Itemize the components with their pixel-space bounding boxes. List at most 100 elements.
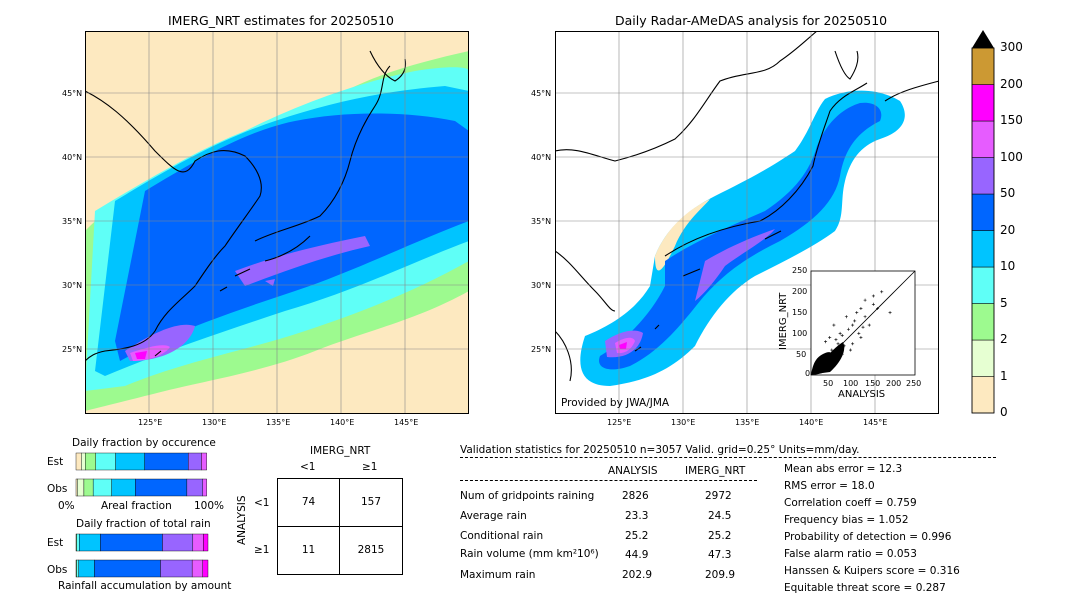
fraction-segment bbox=[78, 559, 95, 578]
scatter-point bbox=[880, 290, 884, 294]
occurrence-title: Daily fraction by occurence bbox=[72, 437, 216, 449]
left-map bbox=[85, 31, 469, 414]
right-lat-label: 45°N bbox=[531, 89, 552, 98]
colorbar-box bbox=[971, 376, 995, 414]
scatter-xlabel: ANALYSIS bbox=[838, 389, 886, 400]
fraction-segment bbox=[201, 452, 207, 471]
contingency-row-label: <1 bbox=[254, 497, 270, 509]
fraction-segment bbox=[81, 452, 86, 471]
scatter-point bbox=[846, 327, 850, 331]
scatter-xtick: 150 bbox=[865, 379, 881, 388]
fraction-segment bbox=[191, 559, 203, 578]
scatter-point bbox=[844, 315, 848, 319]
occurrence-axis-right: 100% bbox=[194, 500, 225, 512]
colorbar-tick-label: 20 bbox=[1000, 222, 1016, 237]
scatter-point bbox=[859, 306, 863, 310]
scatter-point bbox=[863, 298, 867, 302]
right-lat-label: 35°N bbox=[531, 217, 552, 226]
right-lon-label: 130°E bbox=[671, 418, 696, 427]
score: Mean abs error = 12.3 bbox=[784, 463, 903, 475]
score: RMS error = 18.0 bbox=[784, 480, 875, 492]
scatter-xtick: 0 bbox=[805, 369, 811, 378]
fraction-segment bbox=[186, 478, 203, 497]
scatter-point bbox=[888, 311, 892, 315]
stat-analysis: 23.3 bbox=[625, 510, 649, 522]
fraction-segment bbox=[160, 559, 193, 578]
right-lon-label: 125°E bbox=[607, 418, 632, 427]
contingency-cell: 157 bbox=[360, 496, 382, 508]
contingency-row-label: ≥1 bbox=[254, 544, 270, 556]
right-lat-label: 30°N bbox=[531, 281, 552, 290]
fraction-segment bbox=[79, 533, 101, 552]
stat-imerg: 25.2 bbox=[708, 530, 732, 542]
provider-credit: Provided by JWA/JMA bbox=[561, 397, 670, 409]
colorbar-tick-label: 50 bbox=[1000, 186, 1016, 200]
contingency-col-label: <1 bbox=[300, 461, 316, 473]
fraction-segment bbox=[76, 559, 79, 578]
occurrence-row-label: Obs bbox=[47, 483, 68, 495]
contingency-table: 74 157 11 2815 bbox=[277, 478, 403, 575]
fraction-segment bbox=[203, 533, 209, 552]
right-lon-label: 140°E bbox=[799, 418, 824, 427]
score: False alarm ratio = 0.053 bbox=[784, 548, 917, 560]
scatter-point bbox=[824, 340, 828, 344]
fraction-segment bbox=[144, 452, 189, 471]
colorbar-tick-label: 150 bbox=[1000, 113, 1023, 127]
right-map bbox=[555, 31, 939, 414]
scatter-point bbox=[857, 331, 861, 335]
scatter-point bbox=[861, 325, 865, 329]
scatter-ytick: 100 bbox=[792, 329, 808, 338]
scatter-xtick: 200 bbox=[886, 379, 902, 388]
scatter-inset bbox=[810, 270, 916, 376]
scatter-point bbox=[832, 323, 836, 327]
stat-analysis: 25.2 bbox=[625, 530, 649, 542]
fraction-segment bbox=[111, 478, 136, 497]
left-lon-label: 135°E bbox=[266, 418, 291, 427]
colorbar-tick-label: 2 bbox=[1000, 332, 1008, 346]
colorbar-tick-label: 10 bbox=[1000, 259, 1016, 273]
score: Probability of detection = 0.996 bbox=[784, 531, 952, 543]
score: Equitable threat score = 0.287 bbox=[784, 582, 946, 594]
scatter-point bbox=[859, 336, 863, 340]
total-bars bbox=[75, 533, 209, 578]
stat-label: Num of gridpoints raining bbox=[460, 490, 595, 502]
contingency-col-header: IMERG_NRT bbox=[310, 445, 371, 457]
right-lon-label: 145°E bbox=[863, 418, 888, 427]
colorbar-tick-label: 100 bbox=[1000, 149, 1023, 164]
fraction-segment bbox=[94, 559, 161, 578]
right-lat-label: 40°N bbox=[531, 153, 552, 162]
left-lat-label: 45°N bbox=[62, 89, 83, 98]
validation-header: Validation statistics for 20250510 n=305… bbox=[460, 444, 860, 456]
validation-divider bbox=[460, 457, 996, 458]
scatter-point bbox=[840, 333, 844, 337]
score: Frequency bias = 1.052 bbox=[784, 514, 909, 526]
validation-subdivider bbox=[460, 480, 757, 481]
scatter-xtick: 50 bbox=[823, 379, 834, 388]
colorbar-tick-label: 0 bbox=[1000, 405, 1008, 419]
scatter-point bbox=[867, 323, 871, 327]
occurrence-axis-mid: Areal fraction bbox=[101, 500, 172, 512]
fraction-segment bbox=[100, 533, 163, 552]
fraction-segment bbox=[192, 533, 204, 552]
colorbar bbox=[971, 30, 995, 414]
scatter-point bbox=[871, 294, 875, 298]
scatter-point bbox=[828, 336, 832, 340]
stat-label: Average rain bbox=[460, 510, 527, 522]
scatter-point bbox=[838, 331, 842, 335]
scatter-point bbox=[853, 319, 857, 323]
score: Correlation coeff = 0.759 bbox=[784, 497, 917, 509]
stat-imerg: 2972 bbox=[705, 490, 732, 502]
scatter-point bbox=[830, 348, 834, 352]
stat-imerg: 209.9 bbox=[705, 569, 736, 581]
left-lat-label: 40°N bbox=[62, 153, 83, 162]
total-row-label: Est bbox=[47, 537, 64, 549]
left-lat-label: 35°N bbox=[62, 217, 83, 226]
colorbar-box bbox=[971, 84, 995, 122]
left-lat-label: 25°N bbox=[62, 345, 83, 354]
fraction-segment bbox=[77, 478, 85, 497]
colorbar-tick-label: 5 bbox=[1000, 295, 1008, 310]
stat-label: Maximum rain bbox=[460, 569, 536, 581]
fraction-segment bbox=[95, 452, 116, 471]
validation-col-imerg: IMERG_NRT bbox=[685, 465, 746, 477]
scatter-ytick: 150 bbox=[792, 308, 808, 317]
